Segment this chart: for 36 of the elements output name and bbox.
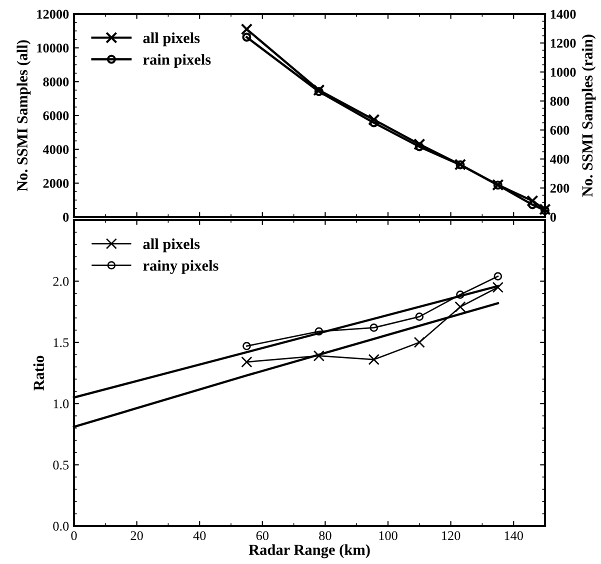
legend-label: rain pixels <box>143 54 211 68</box>
y2-axis-title: No. SSMI Samples (rain) <box>582 34 596 197</box>
x-tick-label: 20 <box>130 531 143 540</box>
y-axis-title: No. SSMI Samples (all) <box>16 40 31 192</box>
x-axis-title: Radar Range (km) <box>248 544 370 558</box>
x-tick-label: 120 <box>442 531 460 540</box>
y-axis-title: Ratio <box>33 356 44 391</box>
legend-label: all pixels <box>143 238 200 252</box>
x-tick-label: 40 <box>193 531 206 540</box>
y-tick-label: 6000 <box>43 111 69 120</box>
y-tick-label: 0.5 <box>53 460 69 470</box>
x-tick-label: 0 <box>71 531 77 540</box>
y2-tick-label: 1400 <box>550 10 576 19</box>
y2-tick-label: 200 <box>550 184 570 193</box>
y-tick-label: 2.0 <box>53 277 69 286</box>
y-tick-label: 4000 <box>42 145 69 154</box>
y-tick-label: 2000 <box>43 178 69 188</box>
y-tick-label: 12000 <box>37 10 69 19</box>
y2-tick-label: 800 <box>550 96 570 106</box>
legend-label: rainy pixels <box>143 260 218 274</box>
x-tick-label: 80 <box>319 531 332 540</box>
y-tick-label: 8000 <box>43 77 69 86</box>
y2-tick-label: 0 <box>550 212 556 222</box>
x-tick-label: 100 <box>379 531 398 540</box>
y-tick-label: 0 <box>63 212 69 222</box>
y-tick-label: 10000 <box>37 44 69 53</box>
y-tick-label: 1.5 <box>54 338 69 348</box>
y2-tick-label: 400 <box>550 154 570 164</box>
legend-label: all pixels <box>143 32 200 46</box>
y2-tick-label: 1200 <box>550 38 576 48</box>
x-tick-label: 140 <box>504 531 523 540</box>
y-tick-label: 1.0 <box>54 399 69 408</box>
y2-tick-label: 1000 <box>550 68 576 77</box>
y-tick-label: 0.0 <box>53 522 69 531</box>
y2-tick-label: 600 <box>550 126 570 135</box>
x-tick-label: 60 <box>256 531 268 540</box>
